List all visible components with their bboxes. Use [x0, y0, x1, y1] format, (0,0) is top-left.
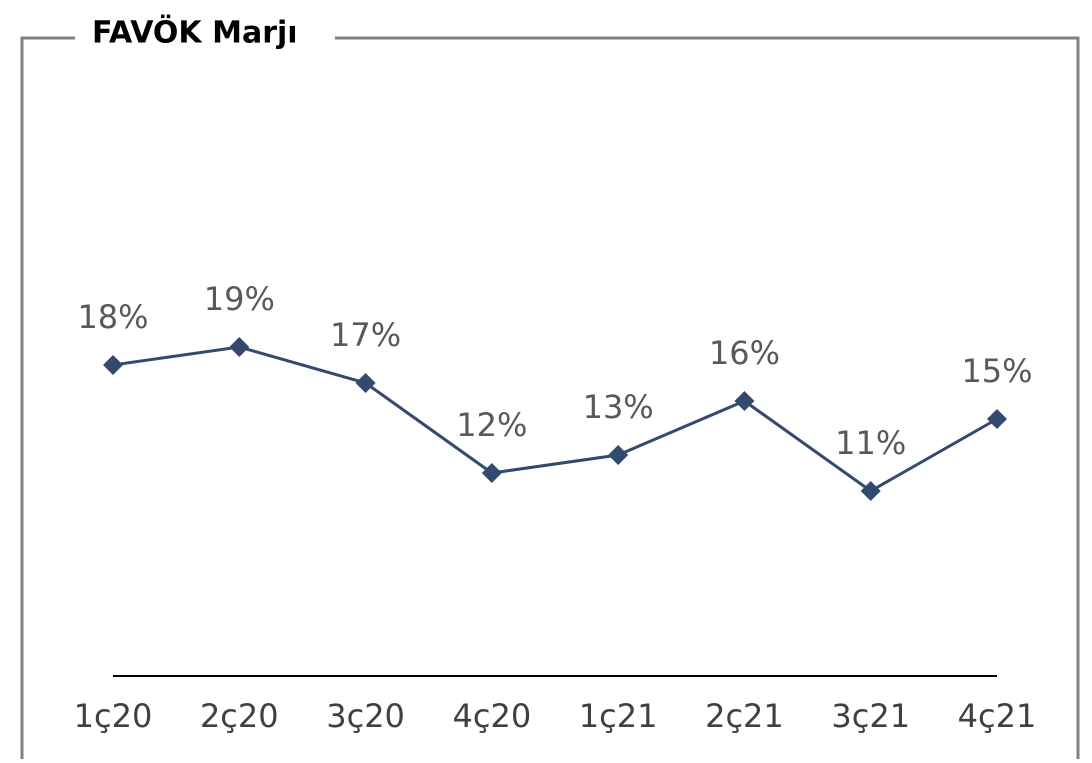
- marker: [860, 481, 881, 501]
- data-label: 15%: [961, 352, 1032, 390]
- marker: [608, 445, 629, 465]
- marker: [229, 337, 250, 357]
- data-label: 12%: [456, 406, 527, 444]
- x-tick-label: 1ç20: [74, 697, 153, 735]
- marker: [987, 409, 1007, 429]
- x-tick-label: 1ç21: [579, 697, 658, 735]
- frame: [20, 36, 1080, 759]
- data-label: 11%: [835, 424, 906, 462]
- chart-title: FAVÖK Marjı: [92, 14, 298, 51]
- marker: [103, 355, 123, 375]
- marker: [355, 373, 376, 393]
- data-label: 16%: [709, 334, 780, 372]
- x-tick-label: 2ç21: [705, 697, 784, 735]
- x-tick-label: 4ç20: [453, 697, 532, 735]
- x-tick-label: 4ç21: [958, 697, 1037, 735]
- x-tick-label: 3ç20: [326, 697, 405, 735]
- data-label: 17%: [330, 316, 401, 354]
- line: [112, 345, 998, 493]
- marker: [481, 463, 502, 483]
- data-label: 19%: [204, 280, 275, 318]
- marker: [734, 391, 755, 411]
- x-tick-label: 2ç20: [200, 697, 279, 735]
- data-label: 13%: [583, 388, 654, 426]
- data-label: 18%: [77, 298, 148, 336]
- x-tick-label: 3ç21: [831, 697, 910, 735]
